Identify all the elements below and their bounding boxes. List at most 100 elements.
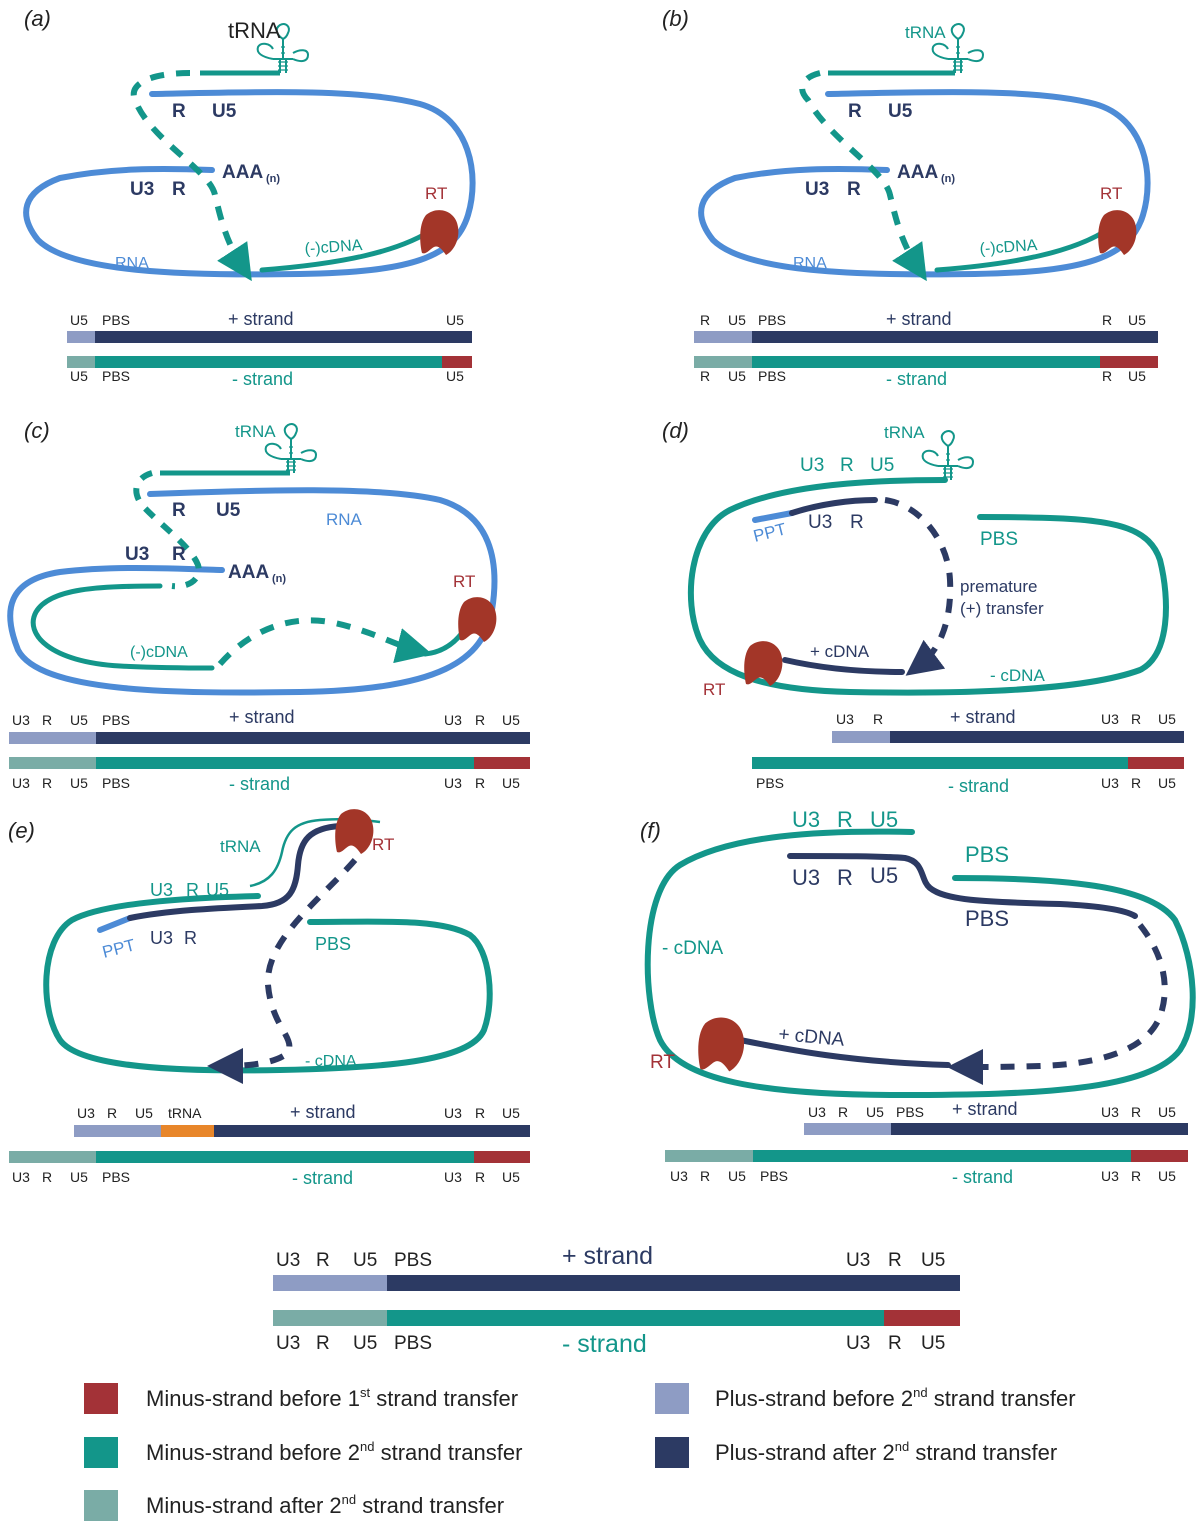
premature-label: premature xyxy=(960,577,1037,596)
bar-label: U3 xyxy=(836,711,854,727)
bar-label: U5 xyxy=(70,712,88,728)
bar-label: R xyxy=(475,1169,485,1185)
u3-label: U3 xyxy=(130,179,154,200)
bar-label: U5 xyxy=(446,368,464,384)
bar-label: PBS xyxy=(102,368,130,384)
bar-label: U5 xyxy=(353,1250,377,1271)
rna-label: RNA xyxy=(326,510,363,529)
bar-label: U3 xyxy=(444,1105,462,1121)
ppt xyxy=(752,510,795,523)
u5-label: U5 xyxy=(870,455,894,476)
bar-label: tRNA xyxy=(168,1105,202,1121)
bar-label: R xyxy=(873,711,883,727)
minus-cdna xyxy=(687,477,1169,696)
bar-title: - strand xyxy=(292,1168,353,1188)
minus-cdna xyxy=(644,828,1196,1099)
ppt xyxy=(97,915,133,933)
minus-strand-bar xyxy=(95,356,442,368)
plus-cdna-u3r xyxy=(789,497,878,516)
minus-strand-bar xyxy=(753,1150,1131,1162)
legend-swatch xyxy=(655,1437,689,1468)
bar-title: - strand xyxy=(952,1167,1013,1187)
r-label: R xyxy=(840,455,854,476)
bar-title: + strand xyxy=(228,309,294,329)
polya-subscript: (n) xyxy=(941,173,955,185)
rt-icon xyxy=(698,1017,745,1072)
plus-cdna-lower xyxy=(737,1037,951,1068)
legend-label: Minus-strand before 1st strand transfer xyxy=(146,1385,518,1411)
bar-label: U3 xyxy=(1101,711,1119,727)
bar-label: U5 xyxy=(1158,1168,1176,1184)
bar-label: U3 xyxy=(808,1104,826,1120)
bar-label: U5 xyxy=(502,775,520,791)
bar-label: U5 xyxy=(1158,711,1176,727)
u3-label: U3 xyxy=(125,544,149,565)
bar-label: R xyxy=(42,712,52,728)
u3-label: U3 xyxy=(808,512,832,533)
r-label: R xyxy=(848,101,862,122)
u3-label: U3 xyxy=(805,179,829,200)
bar-label: R xyxy=(1131,1104,1141,1120)
bar-label: PBS xyxy=(760,1168,788,1184)
bar-label: U3 xyxy=(846,1333,870,1354)
panel-label: (a) xyxy=(24,6,51,31)
pbs-label: PBS xyxy=(965,906,1009,931)
plus-cdna xyxy=(127,823,343,921)
bar-label: U5 xyxy=(728,312,746,328)
legend-item: Plus-strand after 2nd strand transfer xyxy=(655,1437,1057,1468)
bar-label: U3 xyxy=(276,1333,300,1354)
bar-label: U3 xyxy=(276,1250,300,1271)
polya-label: AAA xyxy=(222,162,263,183)
pbs-label: PBS xyxy=(965,842,1009,867)
bar-label: U3 xyxy=(670,1168,688,1184)
rna-label: RNA xyxy=(115,255,149,272)
r-label: R xyxy=(172,500,186,521)
rt-label: RT xyxy=(425,184,447,203)
bar-title: + strand xyxy=(950,707,1016,727)
rt-label: RT xyxy=(1100,184,1122,203)
minus-strand-bar xyxy=(96,1151,474,1163)
trna-label: tRNA xyxy=(228,18,281,43)
minus-strand-bar xyxy=(752,356,1100,368)
polya-subscript: (n) xyxy=(272,573,286,585)
bar-label: R xyxy=(1102,368,1112,384)
bar-label: PBS xyxy=(758,312,786,328)
bar-label: R xyxy=(700,368,710,384)
u5-label: U5 xyxy=(870,807,898,832)
plus-strand-bar xyxy=(752,331,1158,343)
r-label: R xyxy=(172,544,186,565)
bar-label: U5 xyxy=(70,775,88,791)
bar-label: U3 xyxy=(1101,1168,1119,1184)
panel-b: (b) tRNA R U5 U3 R AAA (n) RT (-)cDNA RN… xyxy=(662,6,1158,389)
plus-cdna-label: + cDNA xyxy=(810,642,870,661)
bar-label: PBS xyxy=(102,712,130,728)
legend-swatch xyxy=(655,1383,689,1414)
r-label: R xyxy=(184,928,197,948)
bar-label: U5 xyxy=(353,1333,377,1354)
u3-label: U3 xyxy=(150,928,173,948)
jump-path xyxy=(130,70,252,282)
bar-label: U5 xyxy=(921,1250,945,1271)
bar-label: R xyxy=(42,775,52,791)
minus-cdna xyxy=(934,225,1113,273)
rt-label: RT xyxy=(372,835,394,854)
bar-label: U3 xyxy=(846,1250,870,1271)
bar-label: U5 xyxy=(70,312,88,328)
minus-strand-bar xyxy=(96,757,474,769)
plus-strand-bar xyxy=(214,1125,530,1137)
bar-label: R xyxy=(475,1105,485,1121)
bar-label: R xyxy=(700,1168,710,1184)
legend-label: Plus-strand after 2nd strand transfer xyxy=(715,1439,1057,1465)
bar-label: PBS xyxy=(896,1104,924,1120)
bar-label: U5 xyxy=(728,368,746,384)
panel-label: (e) xyxy=(8,818,35,843)
bar-label: U5 xyxy=(1128,368,1146,384)
u3-label: U3 xyxy=(792,807,820,832)
plus-strand-bar xyxy=(890,731,1184,743)
plus-cdna xyxy=(787,853,1138,919)
r-label: R xyxy=(186,880,199,900)
polya-label: AAA xyxy=(228,562,269,583)
u5-label: U5 xyxy=(216,500,241,521)
bar-label: U3 xyxy=(444,1169,462,1185)
